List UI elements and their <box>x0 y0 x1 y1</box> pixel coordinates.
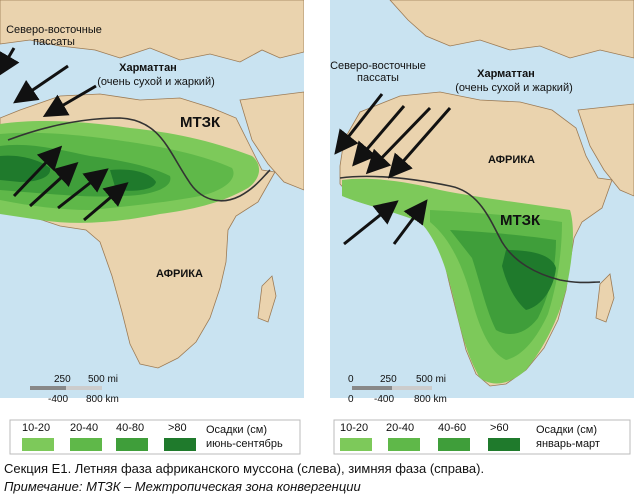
legend-frame <box>333 419 631 455</box>
legend-class-label: 40-80 <box>116 422 145 434</box>
trade-wind-arrow <box>365 106 432 175</box>
scale-mi-500: 500 mi <box>88 374 119 385</box>
trade-wind-arrow <box>334 93 384 155</box>
arabia-landmass <box>239 91 304 191</box>
legend-class-label: >80 <box>168 422 187 434</box>
legend-class-label: 40-60 <box>438 422 467 434</box>
itcz-label: МТЗК <box>180 114 221 131</box>
left-map-summer: Северо-восточные пассаты Харматтан (очен… <box>0 0 304 456</box>
arabia-landmass <box>577 103 634 197</box>
legend-swatch-10-20 <box>22 438 54 451</box>
right-map-graphic <box>330 0 634 456</box>
monsoon-arrow <box>28 161 79 208</box>
figure-caption: Секция E1. Летняя фаза африканского мусс… <box>4 461 485 476</box>
monsoon-arrow <box>343 200 399 246</box>
legend-class-label: >60 <box>490 422 509 434</box>
legend-frame <box>9 419 301 455</box>
harmattan-description: (очень сухой и жаркий) <box>97 76 215 88</box>
legend-swatch-40-80 <box>116 438 148 451</box>
africa-label: АФРИКА <box>488 154 535 166</box>
madagascar-landmass <box>595 273 615 323</box>
legend-class-label: 20-40 <box>386 422 415 434</box>
monsoon-arrow <box>57 168 109 210</box>
legend-swatch-10-20 <box>340 438 372 451</box>
legend-swatch-over-60 <box>488 438 520 451</box>
legend-period: январь-март <box>536 438 600 450</box>
right-map-winter: Северо-восточные пассаты Харматтан (очен… <box>330 0 634 456</box>
trade-wind-arrow <box>13 64 69 104</box>
legend-class-label: 10-20 <box>22 422 51 434</box>
itcz-line <box>7 117 271 202</box>
trade-wind-arrow <box>352 105 406 167</box>
legend-period: июнь-сентябрь <box>206 438 283 450</box>
legend-swatch-20-40 <box>70 438 102 451</box>
legend-swatch-over-80 <box>164 438 196 451</box>
itcz-line <box>339 175 601 284</box>
scale-km-400: -400 <box>48 394 69 405</box>
rainfall-over-60 <box>502 250 556 310</box>
legend-swatch-40-60 <box>438 438 470 451</box>
madagascar-landmass <box>257 275 277 323</box>
trade-wind-arrow <box>0 47 20 78</box>
ne-trades-label: Северо-восточные пассаты <box>330 60 426 84</box>
trade-wind-arrow <box>388 107 452 179</box>
ne-trades-label: Северо-восточные пассаты <box>6 24 102 48</box>
scale-km-400: -400 <box>374 394 395 405</box>
africa-label: АФРИКА <box>156 268 203 280</box>
trade-wind-arrow <box>42 84 97 118</box>
legend-class-label: 20-40 <box>70 422 99 434</box>
monsoon-arrow <box>83 182 129 222</box>
scale-zero: 0 <box>348 374 354 385</box>
scale-mi-250: 250 <box>380 374 397 385</box>
left-map-graphic <box>0 0 304 456</box>
scale-zero-km: 0 <box>348 394 354 405</box>
scale-mi-250: 250 <box>54 374 71 385</box>
europe-landmass <box>0 0 304 63</box>
monsoon-arrow <box>12 145 63 198</box>
itcz-label: МТЗК <box>500 212 541 229</box>
scale-mi-500: 500 mi <box>416 374 447 385</box>
legend-background <box>330 398 634 456</box>
europe-landmass <box>389 0 634 59</box>
scale-km-800: 800 km <box>414 394 447 405</box>
monsoon-arrow <box>392 199 428 245</box>
harmattan-description: (очень сухой и жаркий) <box>455 82 573 94</box>
legend-title: Осадки (см) <box>536 424 597 436</box>
legend-class-label: 10-20 <box>340 422 369 434</box>
scale-km-800: 800 km <box>86 394 119 405</box>
legend-swatch-20-40 <box>388 438 420 451</box>
legend-title: Осадки (см) <box>206 424 267 436</box>
harmattan-title: Харматтан <box>477 68 535 80</box>
figure-note: Примечание: МТЗК – Межтропическая зона к… <box>4 479 361 494</box>
harmattan-title: Харматтан <box>119 62 177 74</box>
